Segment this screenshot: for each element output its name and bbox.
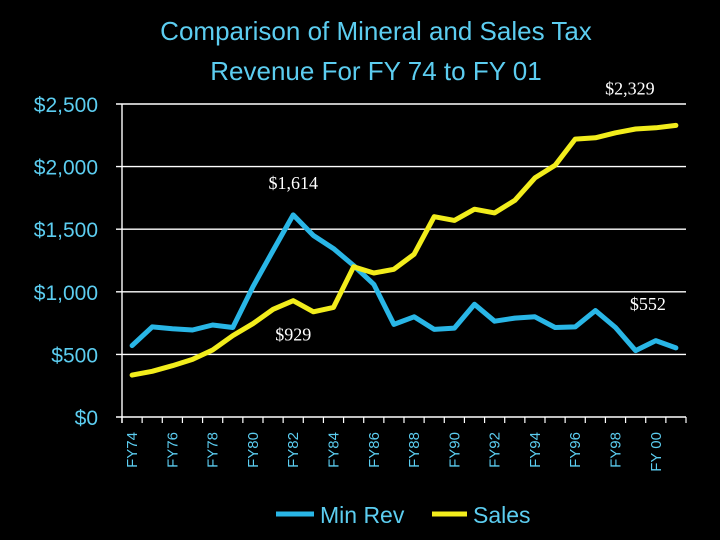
x-tick-label: FY86: [366, 432, 383, 468]
y-tick-label: $2,000: [34, 157, 98, 180]
x-tick-label: FY92: [487, 432, 504, 468]
series-layer: [129, 122, 679, 378]
y-tick-label: $2,500: [34, 94, 98, 117]
legend-label: Sales: [473, 502, 531, 528]
annotation-label: $929: [275, 325, 311, 345]
y-tick-label: $1,000: [34, 282, 98, 305]
annotation-label: $2,329: [605, 78, 655, 98]
y-tick-label: $500: [51, 344, 98, 367]
series-line-sales: [129, 122, 679, 378]
legend: Min Rev Sales: [276, 502, 531, 528]
x-tick-label: FY82: [285, 432, 302, 468]
chart-title-line-1: Comparison of Mineral and Sales Tax: [160, 16, 592, 46]
x-tick-label: FY76: [164, 432, 181, 468]
x-tick-label: FY94: [527, 432, 544, 468]
annotation-layer: $1,614 $929 $2,329 $552: [268, 78, 665, 344]
legend-label: Min Rev: [320, 502, 405, 528]
annotation-label: $552: [630, 294, 666, 314]
y-tick-label: $0: [75, 407, 98, 430]
x-tick-label: FY80: [245, 432, 262, 468]
x-axis-ticks: FY74 FY76 FY78 FY80 FY82 FY84 FY86 FY88 FY90 FY92…: [121, 417, 687, 472]
x-tick-label: FY78: [205, 432, 222, 468]
chart-title-line-2: Revenue For FY 74 to FY 01: [210, 56, 541, 86]
series-line-min-rev: [129, 212, 679, 354]
x-tick-label: FY88: [406, 432, 423, 468]
x-tick-label: FY 00: [648, 432, 665, 472]
grid-layer: [116, 103, 686, 423]
y-axis-ticks: $0 $500 $1,000 $1,500 $2,000 $2,500: [34, 94, 98, 430]
y-tick-label: $1,500: [34, 219, 98, 242]
x-tick-label: FY98: [608, 432, 625, 468]
x-tick-label: FY90: [446, 432, 463, 468]
x-tick-label: FY84: [326, 432, 343, 468]
x-tick-label: FY96: [567, 432, 584, 468]
annotation-label: $1,614: [268, 173, 318, 193]
x-tick-label: FY74: [124, 432, 141, 468]
